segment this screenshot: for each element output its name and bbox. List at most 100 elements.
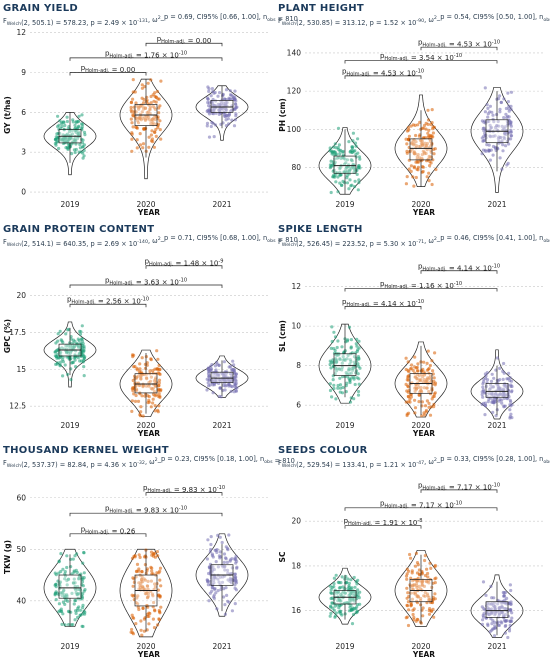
comparison-label: pHolm-adj. = 1.91 × 10-8 — [344, 517, 423, 527]
box-2019 — [333, 155, 357, 174]
y-tick-label: 17.5 — [9, 328, 26, 337]
y-axis-label: GY (t/ha) — [3, 96, 12, 134]
y-tick-label: 8 — [296, 361, 301, 370]
chart-title: GRAIN PROTEIN CONTENT — [3, 224, 154, 235]
x-axis-label: YEAR — [412, 208, 435, 217]
y-axis-label: TKW (g) — [3, 540, 12, 574]
points-2019 — [328, 325, 362, 404]
comparison-label: pHolm-adj. = 9.83 × 10-10 — [105, 505, 187, 515]
chart-stats-line: FWelch(2, 514.1) = 640.35, p = 2.69 × 10… — [3, 234, 298, 248]
points-2020 — [404, 108, 438, 188]
chart-panel-gy: GRAIN YIELD FWelch(2, 505.1) = 578.23, p … — [0, 0, 298, 218]
y-tick-label: 18 — [291, 561, 301, 570]
x-tick-label: 2019 — [60, 642, 79, 651]
comparison-label: pHolm-adj. = 4.53 × 10-10 — [342, 67, 424, 77]
violin-2021 — [470, 349, 524, 420]
y-tick-label: 20 — [291, 517, 301, 526]
points-2021 — [205, 359, 239, 399]
x-tick-label: 2021 — [487, 200, 506, 209]
chart-title: PLANT HEIGHT — [278, 3, 364, 14]
chart-panel-sc: SEEDS COLOUR FWelch(2, 529.54) = 133.41, … — [275, 442, 550, 660]
y-tick-label: 0 — [21, 188, 26, 197]
chart-stats-line: FWelch(2, 530.85) = 313.12, p = 1.52 × 1… — [278, 13, 550, 27]
comparison-bracket — [145, 265, 223, 269]
y-tick-label: 100 — [287, 125, 302, 134]
violin-2019 — [318, 567, 372, 625]
violin-2021 — [470, 86, 524, 193]
chart-stats-line: FWelch(2, 526.45) = 223.52, p = 5.30 × 1… — [278, 234, 550, 248]
box-2021 — [210, 100, 234, 113]
box-2021 — [485, 383, 509, 398]
x-axis-label: YEAR — [137, 429, 160, 438]
x-axis-label: YEAR — [137, 208, 160, 217]
comparison-label: pHolm-adj. = 7.17 × 10-10 — [418, 481, 500, 491]
comparison-label: pHolm-adj. = 7.17 × 10-10 — [380, 499, 462, 509]
y-tick-label: 12 — [16, 28, 26, 37]
violin-2020 — [394, 549, 448, 627]
x-tick-label: 2021 — [212, 642, 231, 651]
comparison-label: pHolm-adj. = 1.76 × 10-10 — [105, 49, 187, 59]
y-tick-label: 16 — [291, 606, 301, 615]
chart-title: GRAIN YIELD — [3, 3, 78, 14]
y-tick-label: 3 — [21, 148, 26, 157]
points-2021 — [205, 533, 239, 616]
box-2019 — [333, 353, 357, 376]
comparison-label: pHolm-adj. = 3.54 × 10-10 — [380, 52, 462, 62]
chart-title: SEEDS COLOUR — [278, 445, 368, 456]
comparison-bracket — [344, 525, 422, 529]
violin-2020 — [394, 341, 448, 418]
comparison-bracket — [344, 305, 422, 310]
points-2020 — [404, 349, 438, 418]
y-tick-label: 12 — [291, 282, 301, 291]
x-tick-label: 2021 — [487, 642, 506, 651]
y-axis-label: GPC (%) — [3, 319, 12, 353]
x-axis-label: YEAR — [412, 650, 435, 659]
x-tick-label: 2021 — [487, 421, 506, 430]
comparison-label: pHolm-adj. = 0.00 — [81, 64, 136, 74]
comparison-bracket — [420, 46, 498, 51]
violin-2021 — [195, 533, 249, 617]
comparison-label: pHolm-adj. = 2.56 × 10-10 — [67, 296, 149, 306]
violin-2019 — [43, 321, 97, 388]
x-tick-label: 2019 — [335, 642, 354, 651]
x-tick-label: 2019 — [60, 200, 79, 209]
x-tick-label: 2020 — [411, 642, 430, 651]
chart-title: THOUSAND KERNEL WEIGHT — [3, 445, 169, 456]
chart-stats-line: FWelch(2, 529.54) = 133.41, p = 1.21 × 1… — [278, 455, 550, 469]
x-tick-label: 2020 — [411, 421, 430, 430]
y-tick-label: 10 — [291, 322, 301, 331]
points-2021 — [480, 86, 514, 171]
violin-2020 — [119, 78, 173, 180]
violin-2020 — [119, 548, 173, 638]
y-tick-label: 6 — [296, 401, 301, 410]
points-2019 — [53, 550, 87, 629]
x-tick-label: 2021 — [212, 421, 231, 430]
box-2021 — [485, 601, 509, 618]
x-tick-label: 2019 — [60, 421, 79, 430]
comparison-label: pHolm-adj. = 4.14 × 10-10 — [342, 298, 424, 308]
comparison-bracket — [69, 512, 223, 517]
points-2021 — [480, 356, 514, 420]
box-2020 — [134, 373, 158, 394]
x-tick-label: 2020 — [136, 421, 155, 430]
y-tick-label: 20 — [16, 291, 26, 300]
y-tick-label: 15 — [16, 365, 26, 374]
y-axis-label: SC — [278, 551, 287, 562]
x-tick-label: 2020 — [411, 200, 430, 209]
comparison-bracket — [145, 42, 223, 47]
comparison-label: pHolm-adj. = 3.63 × 10-10 — [105, 277, 187, 287]
chart-stats-line: FWelch(2, 537.37) = 82.84, p = 4.36 × 10… — [3, 455, 295, 469]
violin-2019 — [318, 323, 372, 404]
y-tick-label: 50 — [16, 545, 26, 554]
chart-panel-sl: SPIKE LENGTH FWelch(2, 526.45) = 223.52, … — [275, 221, 550, 439]
comparison-label: pHolm-adj. = 4.14 × 10-10 — [418, 262, 500, 272]
comparison-bracket — [145, 492, 223, 496]
comparison-bracket — [69, 72, 147, 76]
chart-panel-tkw: THOUSAND KERNEL WEIGHT FWelch(2, 537.37) … — [0, 442, 295, 660]
comparison-bracket — [420, 489, 498, 493]
